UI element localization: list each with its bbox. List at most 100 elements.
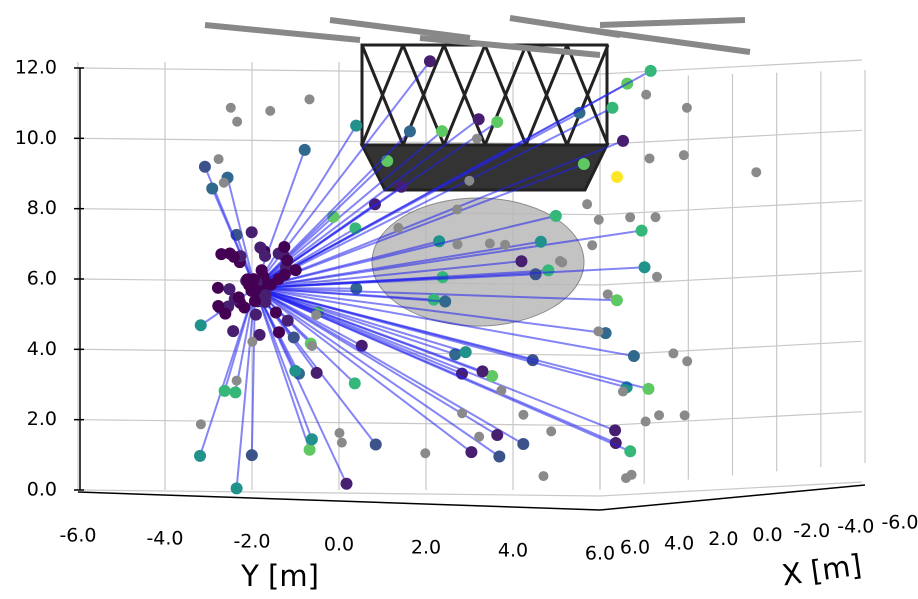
y-tick-label: -4.0	[146, 528, 183, 550]
grid-line	[599, 59, 863, 75]
axes: -6.0 -4.0 -2.0 0.0 2.0 4.0 6.0 6.0 4.0 2.0 0.0 -2.0…	[15, 57, 918, 565]
z-tick-label: 6.0	[27, 268, 57, 290]
cluster-dot	[281, 314, 294, 327]
fixture	[195, 419, 206, 430]
fixture	[334, 428, 345, 439]
sensor	[491, 429, 504, 442]
ray	[254, 260, 522, 289]
ray	[254, 287, 483, 373]
fixture	[452, 204, 463, 215]
x-tick-label: 4.0	[664, 532, 694, 554]
fixture	[650, 212, 661, 223]
fixture	[625, 212, 636, 223]
top-truss	[204, 15, 751, 58]
ray	[254, 163, 585, 289]
ray	[211, 188, 256, 289]
cluster-dot	[272, 272, 285, 285]
ray	[254, 287, 606, 335]
x-axis-line	[599, 484, 866, 511]
x-axis-label: X [m]	[780, 548, 864, 593]
sensor	[403, 125, 416, 138]
sensor	[577, 158, 590, 171]
sensor	[638, 261, 651, 274]
ray	[254, 139, 624, 289]
y-axis-line	[77, 491, 601, 511]
fixture	[225, 102, 236, 113]
z-tick-label: 10.0	[15, 127, 57, 149]
fixture	[311, 309, 322, 320]
ray	[254, 266, 645, 289]
sensor	[542, 264, 555, 277]
sensor	[529, 268, 542, 281]
fixture	[247, 336, 258, 347]
truss-bar	[483, 44, 528, 146]
y-axis-label: Y [m]	[240, 559, 319, 593]
ray	[254, 287, 472, 453]
fixture	[336, 437, 347, 448]
fixture	[213, 154, 224, 165]
sensor	[609, 424, 622, 437]
truss-bar	[442, 44, 487, 146]
fixture	[593, 326, 604, 337]
fixture	[651, 271, 662, 282]
sensor	[369, 438, 382, 451]
fixture	[518, 409, 529, 420]
fixture	[474, 431, 485, 442]
sensor	[423, 55, 436, 68]
z-tick-label: 12.0	[15, 57, 57, 79]
cluster-dot	[219, 307, 232, 320]
grid-line	[79, 137, 601, 145]
cluster-dot	[255, 264, 268, 277]
sensor	[327, 210, 340, 223]
fixture	[681, 102, 692, 113]
sensor	[230, 482, 243, 495]
sensor	[573, 106, 586, 119]
ray	[254, 130, 411, 289]
cluster-dot	[232, 291, 245, 304]
sensor	[381, 154, 394, 167]
fixture	[265, 105, 276, 116]
ray	[235, 287, 256, 489]
sensor	[486, 370, 499, 383]
sensor	[229, 386, 242, 399]
ray	[254, 240, 542, 289]
x-tick-label: 2.0	[708, 528, 738, 550]
ray	[254, 121, 498, 289]
fixture	[218, 177, 229, 188]
fixture	[452, 239, 463, 250]
truss-beam	[204, 22, 361, 43]
sensor	[245, 449, 258, 462]
cluster-dot	[249, 308, 262, 321]
sensor	[449, 348, 462, 361]
fixture	[617, 386, 628, 397]
grid-line	[79, 489, 601, 497]
fixture	[538, 471, 549, 482]
scene	[194, 15, 762, 495]
sensor	[350, 282, 363, 295]
fixture	[751, 167, 762, 178]
ray	[254, 69, 652, 289]
cluster-dot	[259, 289, 272, 302]
fixture	[546, 426, 557, 437]
cluster-dot	[278, 241, 291, 254]
ray	[254, 287, 635, 358]
sensor	[218, 384, 231, 397]
x-tick-label: -6.0	[881, 512, 918, 534]
sensor	[515, 255, 528, 268]
fixture	[668, 348, 679, 359]
fixture	[484, 238, 495, 249]
x-tick-label: 6.0	[620, 537, 650, 559]
cluster-dot	[269, 306, 282, 319]
fixture	[644, 153, 655, 164]
truss-beam	[329, 17, 471, 41]
sensor	[435, 125, 448, 138]
fixture	[464, 175, 475, 186]
y-tick-label: -6.0	[59, 525, 96, 547]
z-tick-label: 4.0	[27, 338, 57, 360]
fixture	[500, 239, 511, 250]
fixture	[457, 408, 468, 419]
cluster-dot	[253, 328, 266, 341]
sensor	[340, 477, 353, 490]
sensor	[549, 209, 562, 222]
